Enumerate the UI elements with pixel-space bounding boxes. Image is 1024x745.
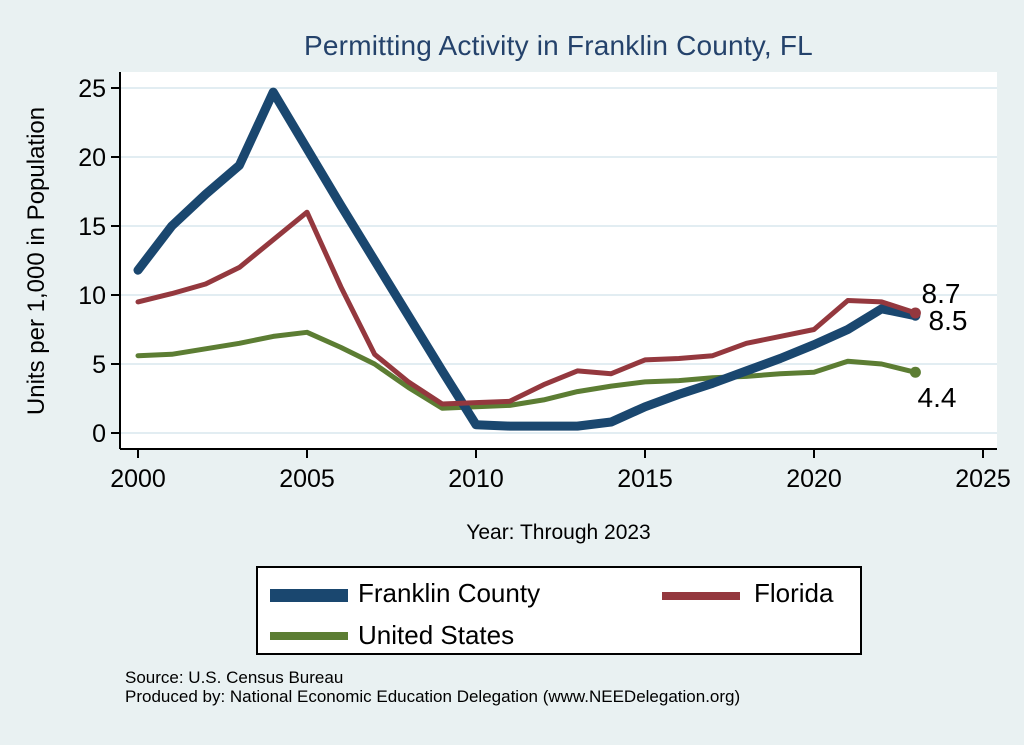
footer: Source: U.S. Census Bureau Produced by: … bbox=[125, 668, 740, 706]
legend-label-franklin-county: Franklin County bbox=[358, 578, 541, 608]
y-tick-label: 5 bbox=[92, 351, 106, 379]
series-end-marker-united-states bbox=[909, 366, 921, 378]
produced-by-note: Produced by: National Economic Education… bbox=[125, 687, 741, 706]
legend-swatch-florida bbox=[662, 592, 740, 600]
end-value-label: 8.5 bbox=[929, 305, 968, 336]
x-tick-label: 2000 bbox=[110, 465, 166, 493]
legend-label-united-states: United States bbox=[358, 620, 515, 650]
y-axis-title: Units per 1,000 in Population bbox=[23, 107, 50, 415]
y-tick-label: 15 bbox=[78, 213, 106, 241]
series-end-marker-florida bbox=[909, 307, 921, 319]
x-tick-label: 2010 bbox=[448, 465, 504, 493]
legend: Franklin County Florida United States bbox=[256, 566, 862, 655]
x-tick-label: 2025 bbox=[955, 465, 1011, 493]
series-line-florida bbox=[135, 209, 918, 407]
x-axis-title: Year: Through 2023 bbox=[466, 521, 651, 544]
legend-label-florida: Florida bbox=[754, 578, 834, 608]
x-tick-label: 2020 bbox=[786, 465, 842, 493]
y-tick-label: 20 bbox=[78, 144, 106, 172]
end-value-label: 8.7 bbox=[922, 278, 961, 309]
x-tick-label: 2015 bbox=[617, 465, 673, 493]
source-note: Source: U.S. Census Bureau bbox=[125, 668, 344, 687]
y-tick-label: 0 bbox=[92, 420, 106, 448]
series-line-united-states bbox=[135, 329, 918, 411]
legend-swatch-united-states bbox=[270, 632, 348, 640]
x-tick-label: 2005 bbox=[279, 465, 335, 493]
y-tick-label: 25 bbox=[78, 75, 106, 103]
legend-swatch-franklin-county bbox=[270, 589, 348, 602]
end-value-label: 4.4 bbox=[918, 382, 957, 413]
y-tick-label: 10 bbox=[78, 282, 106, 310]
series-line-franklin-county bbox=[133, 87, 920, 431]
chart-title: Permitting Activity in Franklin County, … bbox=[304, 30, 813, 61]
plot-area bbox=[120, 72, 997, 449]
